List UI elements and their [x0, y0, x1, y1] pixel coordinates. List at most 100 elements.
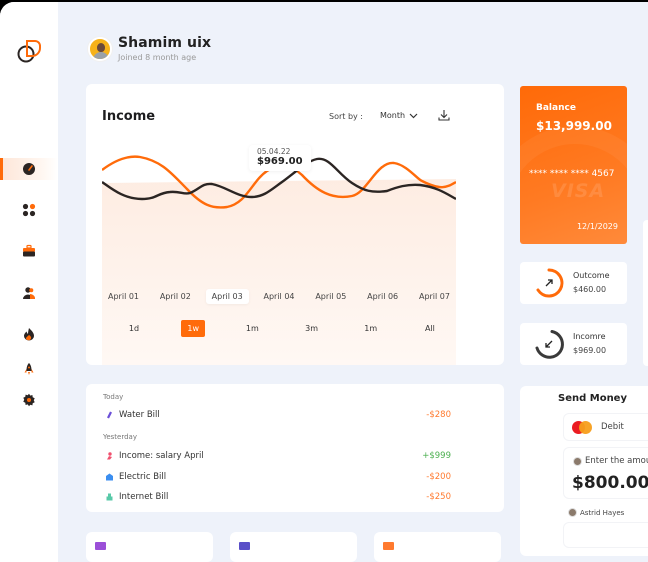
payment-method-label: Debit [601, 422, 624, 432]
calendar-icon [95, 542, 106, 550]
balance-card[interactable]: Balance $13,999.00 **** **** **** 4567 V… [520, 86, 627, 244]
sidebar-item-wallet[interactable] [0, 240, 58, 262]
range-1m[interactable]: 1m [245, 324, 259, 333]
gear-icon [23, 393, 35, 407]
transaction-amount: +$999 [422, 451, 451, 461]
range-1m-b[interactable]: 1m [364, 324, 378, 333]
outcome-ring-icon [536, 268, 564, 298]
transaction-amount: -$200 [426, 472, 451, 482]
salary-icon [107, 452, 112, 460]
transaction-name: Electric Bill [119, 472, 167, 482]
grid-icon [22, 203, 36, 217]
offscreen-card [643, 220, 648, 366]
tooltip-value: $969.00 [257, 156, 303, 167]
transaction-name: Internet Bill [119, 492, 169, 502]
user-name: Shamim uix [118, 35, 212, 51]
mastercard-icon [572, 420, 592, 434]
income-stat-value: $969.00 [573, 346, 607, 355]
fire-icon [24, 328, 34, 341]
transactions-card: Today Water Bill -$280 Yesterday Income:… [86, 384, 504, 512]
sort-label: Sort by : [329, 112, 363, 121]
recipient-name: Astrid Hayes [580, 508, 625, 517]
transaction-name: Income: salary April [119, 451, 204, 461]
sidebar [0, 2, 58, 562]
group-label-yesterday: Yesterday [103, 433, 137, 441]
x-label[interactable]: April 04 [263, 292, 295, 301]
outcome-value: $460.00 [573, 285, 607, 294]
income-title: Income [102, 109, 156, 124]
user-profile[interactable]: Shamim uix Joined 8 month age [88, 35, 211, 62]
avatar [568, 508, 577, 517]
amount-value: $800.00 [572, 473, 648, 493]
sidebar-item-dashboard[interactable] [0, 158, 58, 180]
sort-dropdown[interactable]: Month [380, 111, 418, 120]
transaction-amount: -$250 [426, 492, 451, 502]
income-ring-icon [535, 330, 564, 359]
x-label-active[interactable]: April 03 [205, 289, 249, 304]
transaction-row[interactable]: Water Bill -$280 [106, 410, 451, 420]
electric-icon [106, 473, 113, 481]
mini-card-2[interactable] [230, 532, 357, 562]
sort-value: Month [380, 111, 406, 120]
chart-tooltip: 05.04.22 $969.00 [249, 145, 311, 171]
recipient-input[interactable] [564, 523, 648, 547]
sidebar-item-apps[interactable] [0, 199, 58, 221]
x-label[interactable]: April 06 [367, 292, 399, 301]
sidebar-item-launch[interactable] [0, 358, 58, 380]
outcome-label: Outcome [573, 271, 610, 280]
x-label[interactable]: April 02 [159, 292, 191, 301]
amount-placeholder: Enter the amou [585, 456, 648, 466]
mini-card-1[interactable] [86, 532, 213, 562]
briefcase-icon [23, 244, 35, 257]
send-money-title: Send Money [558, 393, 627, 404]
transaction-name: Water Bill [119, 410, 160, 420]
internet-icon [106, 493, 113, 501]
chevron-down-icon [409, 113, 418, 118]
balance-label: Balance [536, 103, 576, 113]
sidebar-item-trending[interactable] [0, 323, 58, 345]
balance-amount: $13,999.00 [536, 119, 612, 133]
range-3m[interactable]: 3m [305, 324, 318, 333]
range-1w[interactable]: 1w [181, 320, 206, 337]
card-number: **** **** **** 4567 [529, 169, 615, 179]
send-money-card: Send Money Debit Enter the amou $800.00 … [520, 386, 648, 556]
rocket-icon [24, 363, 34, 375]
income-stat-card[interactable]: Incomre $969.00 [520, 323, 627, 365]
series-dark-line [102, 157, 456, 201]
visa-logo-icon: VISA [551, 180, 606, 202]
calendar-icon [239, 542, 250, 550]
sidebar-item-settings[interactable] [0, 389, 58, 411]
download-icon[interactable] [438, 109, 450, 121]
outcome-card[interactable]: Outcome $460.00 [520, 262, 627, 304]
amount-input[interactable]: Enter the amou $800.00 [564, 448, 648, 498]
transaction-row[interactable]: Income: salary April +$999 [106, 451, 451, 461]
x-label[interactable]: April 01 [108, 292, 140, 301]
transaction-row[interactable]: Internet Bill -$250 [106, 492, 451, 502]
sidebar-item-users[interactable] [0, 282, 58, 304]
avatar [88, 36, 112, 61]
x-label[interactable]: April 05 [315, 292, 347, 301]
x-label[interactable]: April 07 [418, 292, 450, 301]
range-1d[interactable]: 1d [128, 324, 140, 333]
transaction-amount: -$280 [426, 410, 451, 420]
user-joined: Joined 8 month age [118, 53, 197, 62]
range-all[interactable]: All [424, 324, 435, 333]
card-expiry: 12/1/2029 [576, 222, 618, 231]
speedometer-icon [23, 163, 35, 175]
payment-method-select[interactable]: Debit [564, 414, 648, 440]
range-selector: 1d 1w 1m 3m 1m All [122, 320, 442, 337]
tooltip-date: 05.04.22 [257, 147, 291, 156]
avatar [573, 456, 582, 466]
income-stat-label: Incomre [573, 332, 606, 341]
logo-icon [17, 40, 41, 63]
water-icon [107, 411, 112, 419]
recipient[interactable]: Astrid Hayes [568, 508, 624, 517]
folder-icon [383, 542, 394, 550]
mini-card-3[interactable] [374, 532, 501, 562]
user-icon [23, 287, 36, 299]
transaction-row[interactable]: Electric Bill -$200 [106, 472, 451, 482]
income-card: Income Sort by : Month 05.04.22 $969.00 … [86, 84, 504, 365]
x-axis-labels: April 01 April 02 April 03 April 04 Apri… [102, 289, 456, 304]
group-label-today: Today [103, 393, 124, 401]
